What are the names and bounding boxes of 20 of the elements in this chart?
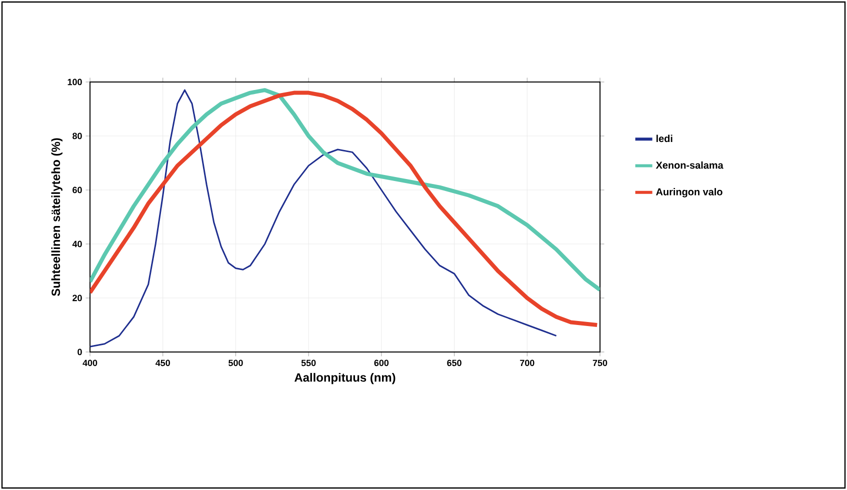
legend-label: ledi [656, 134, 672, 142]
y-tick-label: 80 [72, 132, 82, 140]
y-tick-label: 60 [72, 186, 82, 194]
legend-label: Auringon valo [656, 188, 722, 198]
y-tick-label: 40 [72, 240, 82, 248]
x-tick-label: 500 [228, 360, 243, 366]
legend-label: Xenon-salama [656, 161, 724, 169]
x-tick-label: 450 [156, 360, 170, 366]
x-tick-label: 400 [82, 360, 98, 366]
y-tick-label: 100 [68, 78, 82, 86]
x-axis-title: Aallonpituus (nm) [294, 372, 396, 384]
x-tick-label: 750 [592, 360, 608, 366]
x-tick-label: 600 [374, 360, 389, 366]
x-tick-label: 650 [447, 360, 462, 366]
y-tick-label: 20 [72, 294, 82, 302]
x-tick-label: 700 [520, 360, 534, 366]
line-series [90, 89, 558, 348]
x-tick-label: 550 [301, 360, 316, 366]
y-tick-label: 0 [78, 348, 82, 356]
y-axis-title: Suhteellinen säteilyteho (%) [51, 138, 62, 296]
